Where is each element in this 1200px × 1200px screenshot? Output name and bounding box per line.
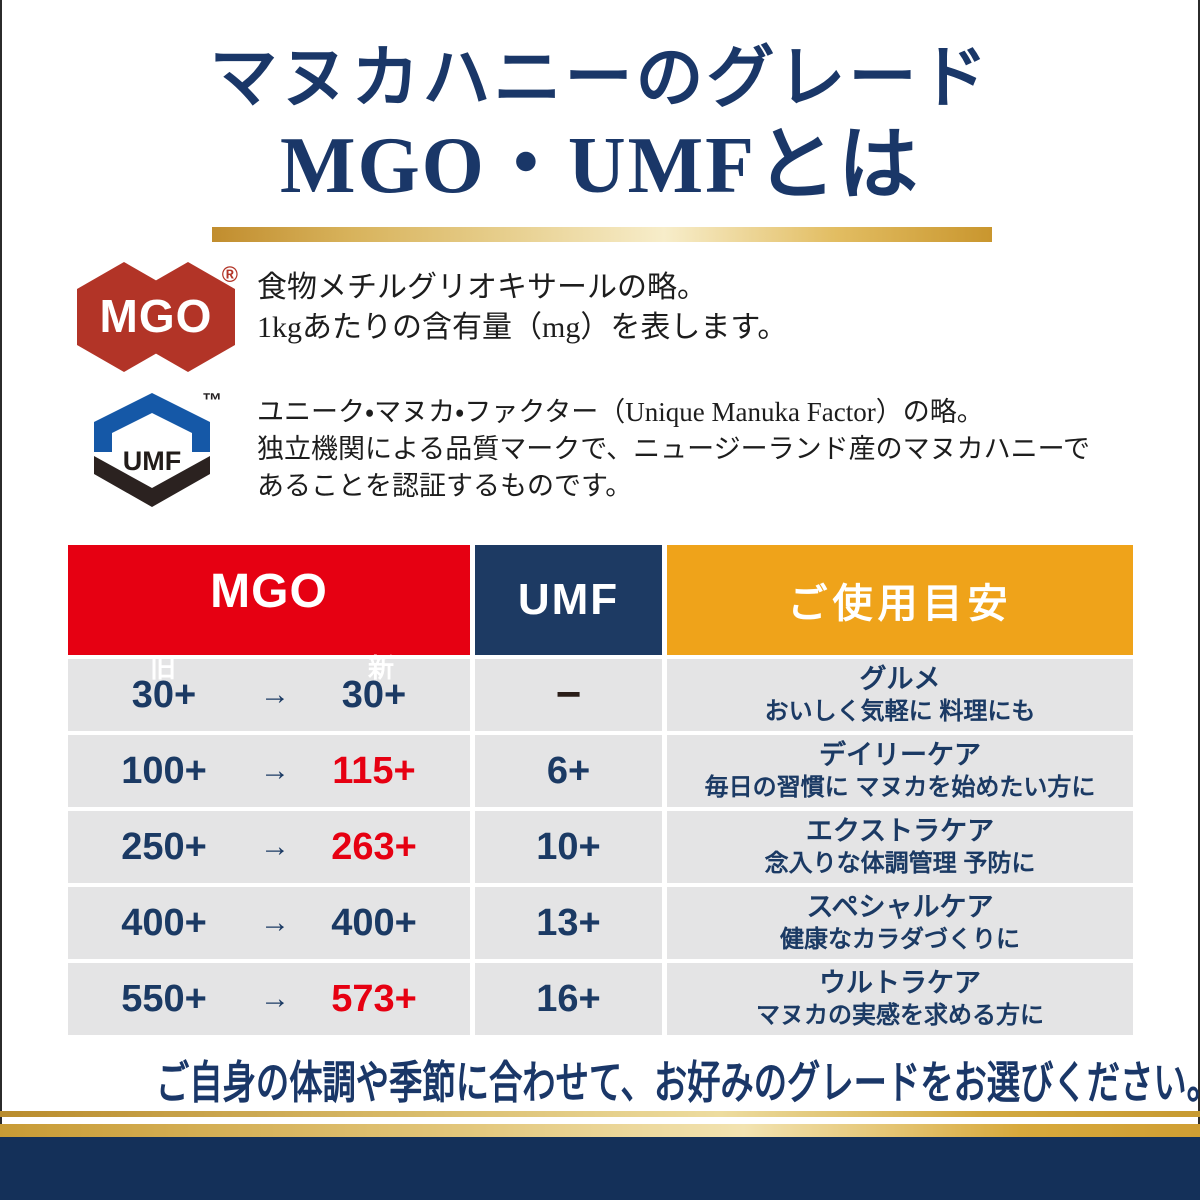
table-row-mgo-values: 30+ → 30+ xyxy=(68,659,470,731)
arrow-right-icon: → xyxy=(260,830,290,863)
mgo-description-line-1: 食物メチルグリオキサールの略。 xyxy=(257,271,707,304)
mgo-description-line-2: 1kgあたりの含有量（mg）を表します。 xyxy=(257,311,788,344)
table-header-mgo: MGO 旧 新 xyxy=(68,545,470,683)
table-row-mgo-values: 400+ → 400+ xyxy=(68,887,470,959)
umf-value: 10+ xyxy=(536,825,601,868)
usage-description: 健康なカラダづくりに xyxy=(780,926,1020,954)
grade-comparison-table: MGO 旧 新 UMF ご使用目安 30+ → 30+ − グルメ おいしく気軽… xyxy=(68,545,1133,1035)
umf-value: 6+ xyxy=(546,749,591,792)
usage-title: エクストラケア xyxy=(805,815,995,846)
mgo-new-value: 115+ xyxy=(332,749,416,792)
usage-title: デイリーケア xyxy=(819,739,981,770)
bottom-gold-stripe-thin xyxy=(0,1111,1200,1117)
mgo-double-hexagon-icon xyxy=(77,262,235,372)
mgo-old-value: 30+ xyxy=(131,673,197,716)
mgo-header-label: MGO xyxy=(210,565,328,618)
umf-description-line-2: 独立機関による品質マークで、ニュージーランド産のマヌカハニーで xyxy=(257,434,1090,464)
umf-description-line-1: ユニーク・マヌカ・ファクター（Unique Manuka Factor）の略。 xyxy=(257,397,984,427)
umf-description-line-3: あることを認証するものです。 xyxy=(257,471,633,501)
mgo-old-value: 550+ xyxy=(121,977,207,1020)
usage-title: グルメ xyxy=(859,663,941,694)
mgo-badge-icon: MGO ® xyxy=(76,262,238,372)
umf-value: 13+ xyxy=(536,901,601,944)
bottom-gold-stripe-thick xyxy=(0,1124,1200,1137)
table-row-usage: グルメ おいしく気軽に 料理にも xyxy=(667,659,1133,731)
mgo-badge-label: MGO xyxy=(99,289,213,342)
arrow-right-icon: → xyxy=(260,678,290,711)
table-row-usage: スペシャルケア 健康なカラダづくりに xyxy=(667,887,1133,959)
footer-advice-text: ご自身の体調や季節に合わせて、お好みのグレードをお選びください。 xyxy=(156,1058,1200,1108)
mgo-description: 食物メチルグリオキサールの略。 1kgあたりの含有量（mg）を表します。 xyxy=(257,268,787,348)
table-header-umf: UMF xyxy=(475,545,662,655)
umf-value-dash: − xyxy=(555,669,582,719)
mgo-old-value: 250+ xyxy=(121,825,207,868)
usage-description: 毎日の習慣に マヌカを始めたい方に xyxy=(704,774,1096,802)
usage-title: スペシャルケア xyxy=(806,891,994,922)
registered-trademark-icon: ® xyxy=(221,262,238,287)
umf-badge-icon: UMF ™ xyxy=(88,390,222,510)
umf-badge-label: UMF xyxy=(122,446,182,476)
usage-title: ウルトラケア xyxy=(819,967,981,998)
arrow-right-icon: → xyxy=(260,906,290,939)
table-header-usage: ご使用目安 xyxy=(667,545,1133,655)
table-row-umf-value: 13+ xyxy=(475,887,662,959)
mgo-old-value: 100+ xyxy=(121,749,207,792)
usage-description: 念入りな体調管理 予防に xyxy=(764,850,1036,878)
table-row-mgo-values: 250+ → 263+ xyxy=(68,811,470,883)
table-row-umf-value: 10+ xyxy=(475,811,662,883)
usage-description: マヌカの実感を求める方に xyxy=(756,1002,1044,1030)
table-row-umf-value: 6+ xyxy=(475,735,662,807)
mgo-new-value: 400+ xyxy=(331,901,417,944)
title-line-1: マヌカハニーのグレード xyxy=(209,40,991,116)
title-line-2: MGO・UMFとは xyxy=(279,122,921,210)
table-row-usage: デイリーケア 毎日の習慣に マヌカを始めたい方に xyxy=(667,735,1133,807)
umf-value: 16+ xyxy=(536,977,601,1020)
left-edge-line xyxy=(0,0,2,1137)
table-row-usage: ウルトラケア マヌカの実感を求める方に xyxy=(667,963,1133,1035)
table-row-usage: エクストラケア 念入りな体調管理 予防に xyxy=(667,811,1133,883)
mgo-new-value: 30+ xyxy=(341,673,407,716)
umf-description: ユニーク・マヌカ・ファクター（Unique Manuka Factor）の略。 … xyxy=(257,394,1090,505)
mgo-old-value: 400+ xyxy=(121,901,207,944)
table-row-umf-value: 16+ xyxy=(475,963,662,1035)
mgo-new-label: 新 xyxy=(367,653,394,683)
arrow-right-icon: → xyxy=(260,754,290,787)
page-title: マヌカハニーのグレード MGO・UMFとは xyxy=(0,44,1200,206)
title-underline xyxy=(212,227,992,242)
trademark-icon: ™ xyxy=(202,390,222,412)
table-row-mgo-values: 550+ → 573+ xyxy=(68,963,470,1035)
table-row-umf-value: − xyxy=(475,659,662,731)
right-edge-line xyxy=(1198,0,1200,1137)
mgo-new-value: 263+ xyxy=(331,825,417,868)
bottom-navy-band xyxy=(0,1137,1200,1200)
mgo-new-value: 573+ xyxy=(331,977,417,1020)
table-row-mgo-values: 100+ → 115+ xyxy=(68,735,470,807)
mgo-old-label: 旧 xyxy=(150,653,177,683)
usage-description: おいしく気軽に 料理にも xyxy=(764,698,1036,726)
umf-hexagon-icon xyxy=(94,393,210,507)
arrow-right-icon: → xyxy=(260,982,290,1015)
